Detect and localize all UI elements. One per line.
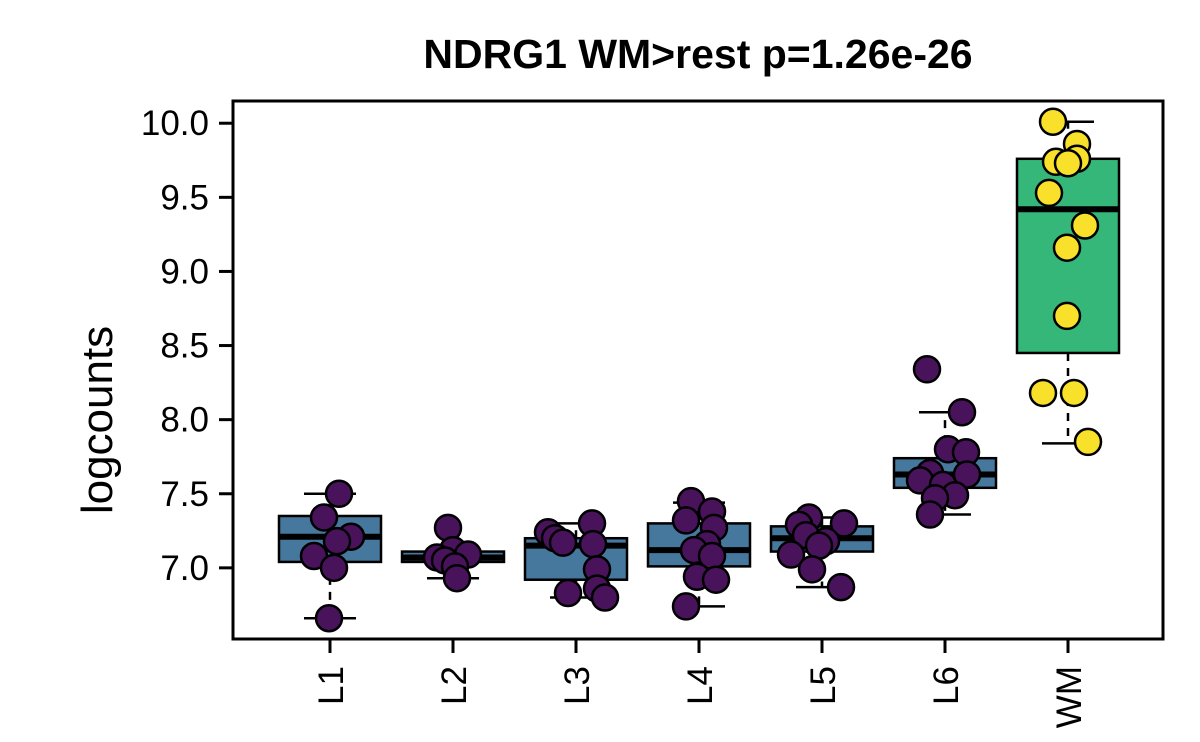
y-tick-label: 7.5 xyxy=(160,475,209,514)
data-point-wm xyxy=(1038,107,1068,136)
data-point-l1 xyxy=(324,479,354,509)
x-tick-label-l2: L2 xyxy=(435,666,474,705)
x-tick-label-l6: L6 xyxy=(927,666,966,705)
data-point-wm xyxy=(1070,211,1100,240)
data-point-l6 xyxy=(947,397,977,427)
data-point-l4 xyxy=(701,565,731,594)
data-point-l1 xyxy=(322,526,352,556)
x-tick-label-l1: L1 xyxy=(312,666,351,705)
data-point-l6 xyxy=(915,500,945,529)
data-point-l2 xyxy=(442,563,472,593)
data-point-l5 xyxy=(804,531,834,560)
y-tick-label: 9.5 xyxy=(160,178,209,217)
data-point-wm xyxy=(1052,301,1082,331)
y-tick-label: 7.0 xyxy=(160,549,209,588)
data-point-l3 xyxy=(548,528,578,557)
data-point-wm xyxy=(1073,427,1103,457)
data-point-l3 xyxy=(553,578,583,608)
data-point-l5 xyxy=(826,572,856,602)
data-point-l4 xyxy=(671,592,701,621)
data-point-wm xyxy=(1034,178,1064,208)
x-tick-label-wm: WM xyxy=(1050,666,1089,728)
data-point-wm xyxy=(1028,378,1058,408)
data-point-l4 xyxy=(671,506,701,535)
y-axis-label: logcounts xyxy=(73,326,122,514)
y-tick-label: 9.0 xyxy=(160,252,209,291)
y-tick-label: 8.5 xyxy=(160,327,209,366)
chart-title: NDRG1 WM>rest p=1.26e-26 xyxy=(423,31,972,77)
data-point-l1 xyxy=(319,553,349,583)
x-tick-label-l5: L5 xyxy=(804,666,843,705)
data-point-l5 xyxy=(776,540,806,569)
data-point-l5 xyxy=(829,509,859,538)
data-point-wm xyxy=(1059,378,1089,408)
data-point-l5 xyxy=(797,555,827,584)
data-point-wm xyxy=(1052,233,1082,262)
data-point-l6 xyxy=(912,355,942,384)
data-point-l1 xyxy=(309,503,339,532)
data-point-l1 xyxy=(314,604,344,633)
x-tick-label-l3: L3 xyxy=(558,666,597,705)
data-point-wm xyxy=(1053,148,1083,178)
data-point-l3 xyxy=(578,529,608,559)
x-tick-label-l4: L4 xyxy=(681,666,720,705)
y-tick-label: 8.0 xyxy=(160,401,209,440)
y-tick-label: 10.0 xyxy=(141,104,209,143)
data-point-l3 xyxy=(590,583,620,612)
data-point-l6 xyxy=(952,460,982,489)
